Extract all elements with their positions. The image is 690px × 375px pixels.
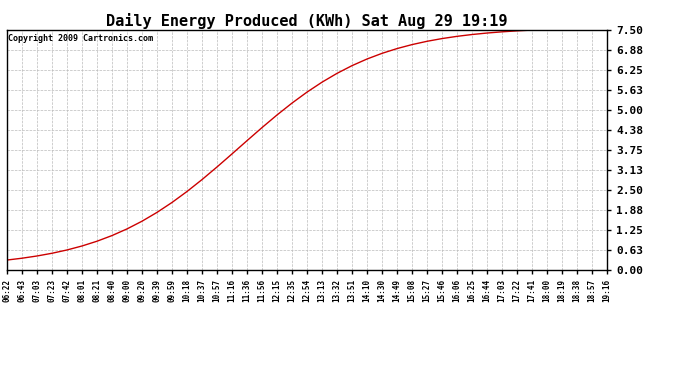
Title: Daily Energy Produced (KWh) Sat Aug 29 19:19: Daily Energy Produced (KWh) Sat Aug 29 1… xyxy=(106,13,508,29)
Text: Copyright 2009 Cartronics.com: Copyright 2009 Cartronics.com xyxy=(8,34,153,43)
